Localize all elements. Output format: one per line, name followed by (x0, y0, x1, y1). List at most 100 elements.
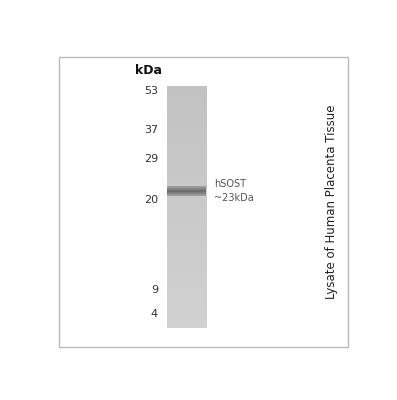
Bar (166, 110, 206, 113)
Text: Lysate of Human Placenta Tissue: Lysate of Human Placenta Tissue (325, 105, 337, 299)
Bar (166, 316, 206, 318)
Bar (166, 153, 206, 155)
Bar (166, 233, 206, 236)
Bar (166, 159, 206, 161)
Bar (166, 264, 206, 266)
Bar (166, 280, 206, 282)
Bar (166, 157, 206, 159)
Bar (166, 237, 206, 240)
Bar (166, 239, 206, 242)
Bar (166, 181, 206, 183)
Bar (166, 118, 206, 121)
Bar (166, 195, 206, 197)
Text: 9: 9 (151, 285, 158, 295)
Bar (166, 266, 206, 268)
Bar (166, 213, 206, 216)
Bar (166, 211, 206, 214)
Bar (166, 187, 206, 189)
Bar (166, 173, 206, 175)
Bar (166, 140, 206, 143)
Bar (166, 217, 206, 220)
Bar (166, 286, 206, 288)
Bar (166, 203, 206, 205)
Bar (166, 114, 206, 117)
Bar (166, 302, 206, 304)
Bar (166, 175, 206, 177)
Bar (166, 221, 206, 224)
Text: 29: 29 (144, 154, 158, 164)
Text: 37: 37 (144, 125, 158, 135)
Bar (166, 310, 206, 312)
Bar (166, 209, 206, 212)
Bar (166, 306, 206, 308)
Bar (166, 320, 206, 322)
Bar (166, 288, 206, 290)
Bar (166, 207, 206, 210)
Bar (166, 304, 206, 306)
Bar (166, 223, 206, 226)
Bar (166, 219, 206, 222)
Bar (166, 185, 206, 187)
Bar (166, 324, 206, 326)
Bar (166, 225, 206, 228)
Bar (166, 86, 206, 88)
Bar (166, 252, 206, 254)
Bar (166, 268, 206, 270)
Bar (166, 260, 206, 262)
Bar (166, 294, 206, 296)
Bar (166, 167, 206, 169)
Bar (166, 197, 206, 199)
Bar (166, 112, 206, 115)
Bar (166, 189, 206, 191)
Bar (166, 130, 206, 133)
Bar (166, 300, 206, 302)
Bar (166, 249, 206, 252)
Bar (166, 177, 206, 179)
Bar (166, 312, 206, 314)
Bar (166, 138, 206, 141)
Bar (166, 231, 206, 234)
Text: hSOST
~23kDa: hSOST ~23kDa (214, 179, 254, 203)
Bar (166, 128, 206, 131)
Bar (166, 241, 206, 244)
Bar (166, 171, 206, 173)
Bar (166, 308, 206, 310)
Bar (166, 247, 206, 250)
Bar (166, 134, 206, 137)
Bar (166, 326, 206, 328)
Bar (166, 163, 206, 165)
Bar (166, 292, 206, 294)
Bar (166, 90, 206, 92)
Bar (166, 229, 206, 232)
Bar (166, 199, 206, 201)
Bar (166, 88, 206, 90)
Bar (166, 145, 206, 147)
Bar (166, 227, 206, 230)
Bar (166, 120, 206, 123)
Bar (166, 122, 206, 125)
Bar (166, 296, 206, 298)
Bar (166, 169, 206, 171)
Bar (166, 256, 206, 258)
Bar (166, 276, 206, 278)
Bar (166, 298, 206, 300)
Bar (166, 243, 206, 246)
Bar (166, 149, 206, 151)
Bar (166, 290, 206, 292)
Bar (166, 94, 206, 96)
Bar (166, 104, 206, 107)
Bar (166, 147, 206, 149)
Bar (166, 258, 206, 260)
Bar (166, 124, 206, 127)
Bar (166, 151, 206, 153)
Bar (166, 318, 206, 320)
Bar (166, 262, 206, 264)
Bar (166, 155, 206, 157)
Bar (166, 100, 206, 103)
Text: kDa: kDa (135, 64, 162, 77)
Bar (166, 201, 206, 203)
Bar (166, 245, 206, 248)
Bar (166, 278, 206, 280)
Bar (166, 322, 206, 324)
Bar (166, 96, 206, 98)
